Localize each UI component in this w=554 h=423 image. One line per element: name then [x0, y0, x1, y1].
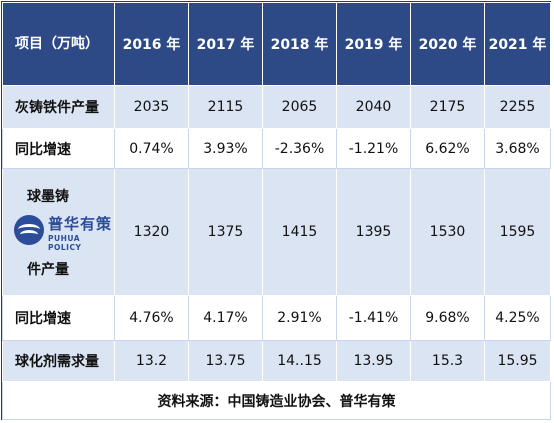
header-row: 项目（万吨） 2016 年 2017 年 2018 年 2019 年 2020 … [2, 2, 551, 86]
header-item-cell: 项目（万吨） [2, 2, 115, 86]
table-cell: 0.74% [114, 128, 189, 169]
table-row: 球墨铸 普华有策 PUHUA POLICY 件产量 1320 1375 1415… [2, 168, 551, 296]
table-row: 球化剂需求量 13.2 13.75 14..15 13.95 15.3 15.9… [2, 340, 551, 382]
table-cell: 2040 [336, 85, 411, 129]
table-cell: 15.3 [410, 340, 485, 382]
table-cell: 1320 [114, 168, 189, 296]
row-label-ductile: 球墨铸 普华有策 PUHUA POLICY 件产量 [2, 168, 115, 296]
source-note: 资料来源：中国铸造业协会、普华有策 [2, 381, 551, 420]
row-label-bottom: 件产量 [27, 262, 69, 278]
table-cell: 6.62% [410, 128, 485, 169]
table-cell: -1.21% [336, 128, 411, 169]
table-cell: 13.75 [188, 340, 263, 382]
logo-name-cn: 普华有策 [48, 215, 113, 233]
table-cell: 1595 [484, 168, 551, 296]
row-label: 同比增速 [2, 128, 115, 169]
table-cell: 13.95 [336, 340, 411, 382]
table-cell: 2175 [410, 85, 485, 129]
logo-name-en: PUHUA POLICY [48, 234, 82, 252]
puhua-logo-icon [14, 215, 44, 245]
header-year: 2016 年 [114, 2, 189, 86]
table-cell: 2255 [484, 85, 551, 129]
table-cell: 1375 [188, 168, 263, 296]
puhua-logo: 普华有策 PUHUA POLICY [14, 213, 114, 252]
source-row: 资料来源：中国铸造业协会、普华有策 [2, 381, 551, 420]
header-year: 2020 年 [410, 2, 485, 86]
header-year: 2017 年 [188, 2, 263, 86]
table-cell: 4.25% [484, 295, 551, 341]
table-cell: -1.41% [336, 295, 411, 341]
table-cell: 3.68% [484, 128, 551, 169]
table-cell: 1395 [336, 168, 411, 296]
table-cell: 2065 [262, 85, 337, 129]
table-cell: 4.76% [114, 295, 189, 341]
table-cell: 14..15 [262, 340, 337, 382]
table-cell: 1415 [262, 168, 337, 296]
table-row: 同比增速 0.74% 3.93% -2.36% -1.21% 6.62% 3.6… [2, 128, 551, 169]
table-cell: -2.36% [262, 128, 337, 169]
table-row: 同比增速 4.76% 4.17% 2.91% -1.41% 9.68% 4.25… [2, 295, 551, 341]
table-cell: 13.2 [114, 340, 189, 382]
table-cell: 4.17% [188, 295, 263, 341]
row-label: 球化剂需求量 [2, 340, 115, 382]
table-cell: 2115 [188, 85, 263, 129]
row-label-top: 球墨铸 [27, 189, 69, 205]
header-year: 2018 年 [262, 2, 337, 86]
table-cell: 15.95 [484, 340, 551, 382]
table-cell: 1530 [410, 168, 485, 296]
header-year: 2019 年 [336, 2, 411, 86]
row-label: 同比增速 [2, 295, 115, 341]
row-label: 灰铸铁件产量 [2, 85, 115, 129]
table-cell: 2.91% [262, 295, 337, 341]
table-row: 灰铸铁件产量 2035 2115 2065 2040 2175 2255 [2, 85, 551, 129]
table-cell: 9.68% [410, 295, 485, 341]
table-cell: 3.93% [188, 128, 263, 169]
header-year: 2021 年 [484, 2, 551, 86]
table-cell: 2035 [114, 85, 189, 129]
production-table: 项目（万吨） 2016 年 2017 年 2018 年 2019 年 2020 … [2, 2, 551, 420]
